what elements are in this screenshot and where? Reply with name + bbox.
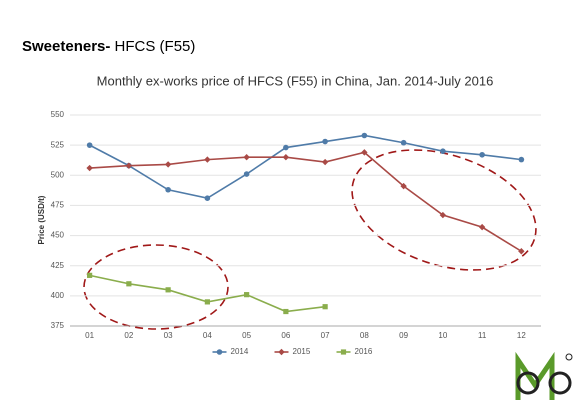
data-point [478,223,486,231]
data-point [440,148,446,154]
x-tick-label: 01 [85,331,94,340]
legend-label: 2014 [231,347,249,356]
data-point [243,154,250,161]
data-point [164,161,172,168]
data-point [283,144,289,151]
data-point [125,162,133,169]
data-point [243,171,250,177]
y-tick-label: 550 [51,110,65,119]
logo-c [548,371,572,395]
data-point [282,154,290,161]
heading-bold: Sweeteners- [22,38,110,55]
heading: Sweeteners- HFCS (F55) [22,38,195,55]
data-point [204,195,211,201]
highlight-ellipse [83,244,229,330]
data-point [204,299,210,305]
data-point [165,186,171,193]
data-point [400,139,407,146]
y-tick-label: 375 [51,321,65,330]
y-tick-label: 400 [51,291,65,300]
data-point [400,182,407,190]
y-tick-label: 525 [51,140,65,149]
chart-title: Monthly ex-works price of HFCS (F55) in … [97,73,494,88]
x-tick-label: 12 [517,331,526,340]
data-point [439,211,447,219]
data-point [126,281,132,287]
data-point [86,164,93,172]
y-tick-label: 450 [51,231,65,240]
y-tick-label: 425 [51,261,65,270]
data-point [283,308,289,315]
data-point [204,156,211,163]
y-tick-label: 500 [51,170,65,179]
data-point [479,151,485,158]
legend-label: 2015 [293,347,311,356]
data-point [321,158,329,166]
data-point [322,304,328,310]
series-line [89,151,522,252]
data-point [361,149,368,156]
data-point [518,248,525,255]
x-tick-label: 08 [360,331,369,340]
heading-text: HFCS (F55) [115,38,196,55]
legend-marker [340,349,347,355]
data-point [322,138,328,145]
x-tick-label: 05 [242,331,251,340]
data-point [361,132,368,139]
y-tick-label: 475 [51,201,65,210]
series-line [89,274,326,313]
logo-registered [565,353,573,361]
legend-marker [216,349,223,355]
x-tick-label: 09 [399,331,408,340]
data-point [87,272,93,278]
logo-m [515,351,555,400]
highlight-ellipse [351,149,537,271]
x-tick-label: 10 [438,331,447,340]
data-point [165,287,171,293]
x-tick-label: 03 [164,331,173,340]
data-point [244,292,250,298]
legend-marker [278,348,285,356]
logo-c [516,371,540,395]
x-tick-label: 07 [321,331,330,340]
data-point [518,156,525,163]
data-point [86,142,93,148]
x-tick-label: 11 [478,331,487,340]
x-tick-label: 02 [124,331,133,340]
x-tick-label: 06 [281,331,290,340]
legend-label: 2016 [355,347,373,356]
y-axis-label: Price (USD/t) [37,195,46,244]
logo [515,351,573,400]
x-tick-label: 04 [203,331,212,340]
series-line [89,134,522,200]
